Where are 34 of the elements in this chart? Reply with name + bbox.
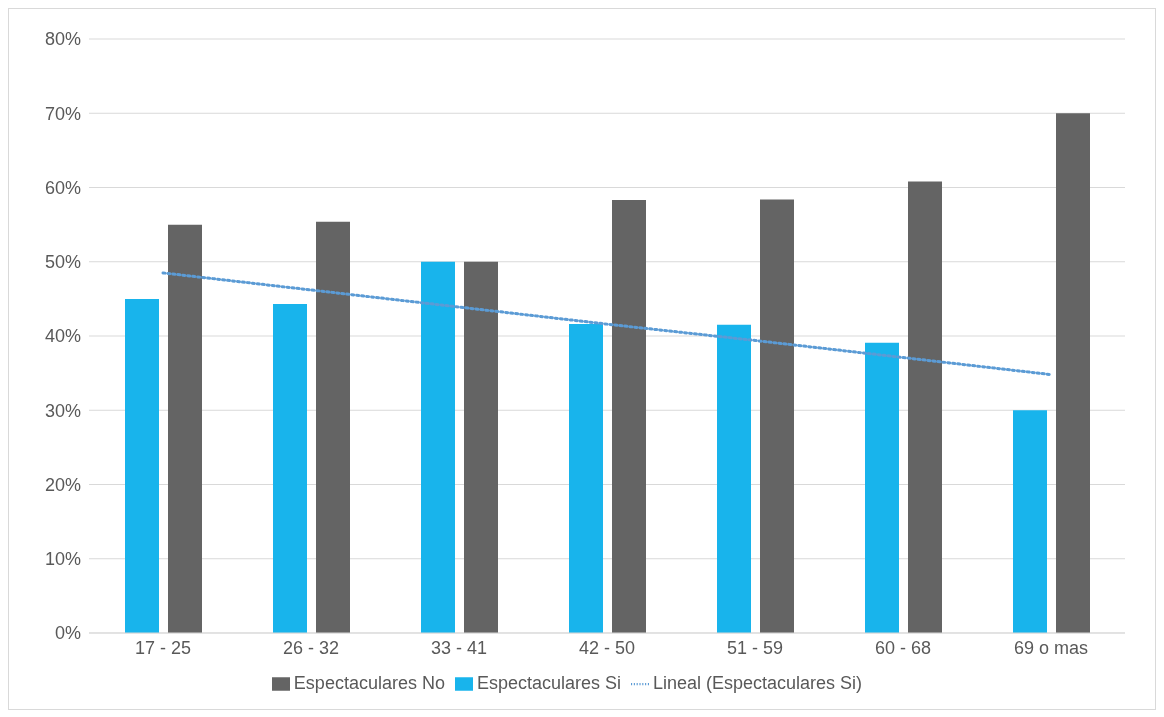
bar xyxy=(908,181,942,633)
legend-label: Espectaculares Si xyxy=(476,673,622,693)
bar xyxy=(1056,113,1090,633)
x-tick-label: 17 - 25 xyxy=(134,637,192,658)
bar xyxy=(865,342,899,633)
x-tick-label: 42 - 50 xyxy=(578,637,636,658)
bar xyxy=(569,324,603,633)
x-tick-label: 33 - 41 xyxy=(430,637,488,658)
y-tick-label: 20% xyxy=(44,474,81,495)
y-tick-label: 80% xyxy=(44,29,81,50)
bar xyxy=(421,261,455,633)
bar xyxy=(464,261,498,633)
y-tick-label: 10% xyxy=(44,549,81,570)
bar xyxy=(273,304,307,633)
bar xyxy=(125,298,159,633)
x-tick-label: 51 - 59 xyxy=(726,637,784,658)
legend-label: Espectaculares No xyxy=(293,673,445,693)
bar xyxy=(612,200,646,633)
x-tick-label: 26 - 32 xyxy=(282,637,340,658)
y-tick-label: 50% xyxy=(44,252,81,273)
bar xyxy=(717,324,751,633)
bar xyxy=(760,199,794,633)
bar xyxy=(316,221,350,633)
y-tick-label: 60% xyxy=(44,177,81,198)
legend-label: Lineal (Espectaculares Si) xyxy=(653,673,863,693)
line-series xyxy=(161,271,1053,377)
bar xyxy=(168,224,202,633)
x-tick-label: 69 o mas xyxy=(1013,637,1089,658)
bar xyxy=(1013,410,1047,633)
y-tick-label: 40% xyxy=(44,326,81,347)
y-tick-label: 0% xyxy=(54,623,81,644)
x-tick-label: 60 - 68 xyxy=(874,637,932,658)
y-tick-label: 30% xyxy=(44,400,81,421)
y-tick-label: 70% xyxy=(44,103,81,124)
